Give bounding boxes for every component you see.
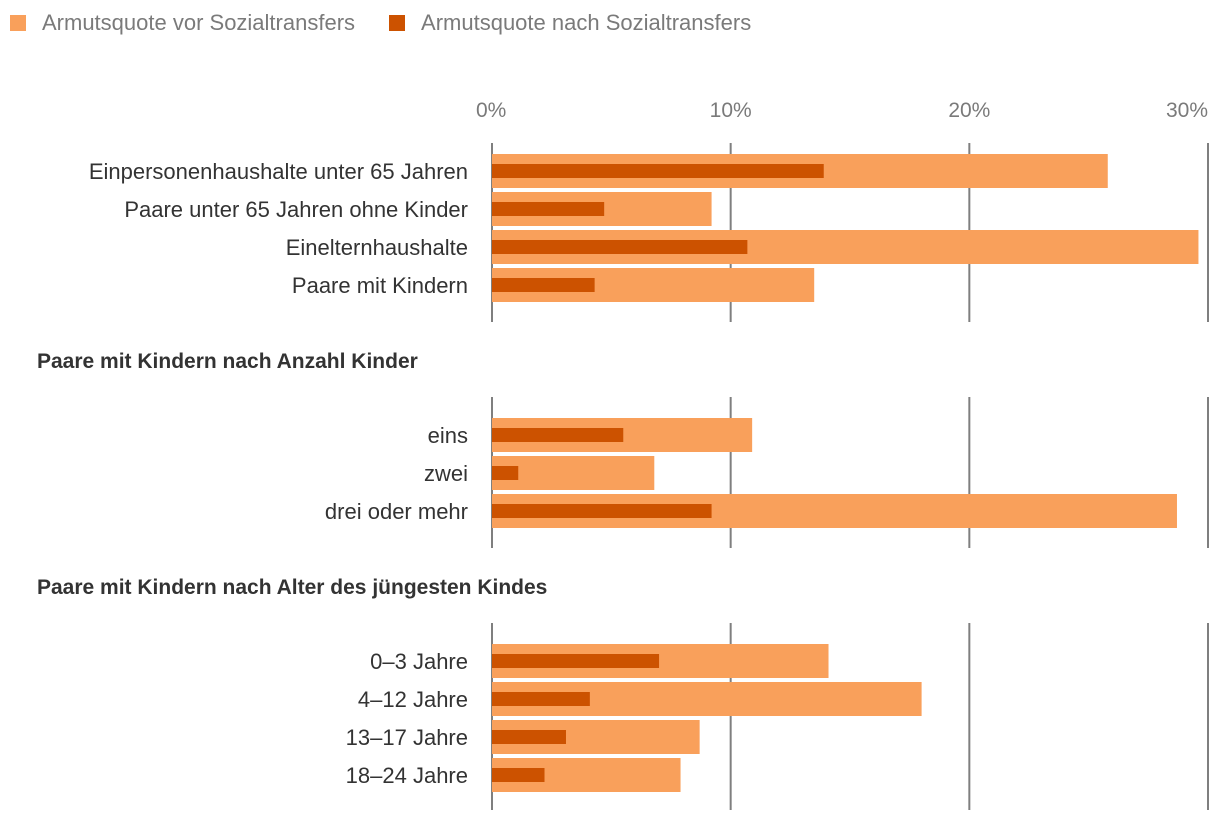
x-tick-label: 30% — [1166, 99, 1208, 122]
bar-after — [492, 278, 595, 292]
category-label: 0–3 Jahre — [370, 649, 468, 674]
x-tick-label: 0% — [476, 99, 506, 122]
section-title: Paare mit Kindern nach Alter des jüngest… — [37, 576, 547, 599]
legend-item-before: Armutsquote vor Sozialtransfers — [10, 10, 355, 36]
legend: Armutsquote vor Sozialtransfers Armutsqu… — [10, 10, 785, 36]
bar-after — [492, 692, 590, 706]
category-label: 13–17 Jahre — [346, 725, 468, 750]
bar-after — [492, 202, 605, 216]
category-label: drei oder mehr — [325, 499, 468, 524]
bar-after — [492, 654, 660, 668]
bar-after — [492, 730, 566, 744]
bar-after — [492, 240, 748, 254]
legend-swatch-before — [10, 15, 26, 31]
bar-after — [492, 504, 712, 518]
legend-swatch-after — [389, 15, 406, 31]
bar-after — [492, 428, 624, 442]
category-label: 18–24 Jahre — [346, 763, 468, 788]
category-label: Paare unter 65 Jahren ohne Kinder — [124, 197, 468, 222]
bar-before — [492, 456, 655, 490]
category-label: Einelternhaushalte — [286, 235, 468, 260]
section-title: Paare mit Kindern nach Anzahl Kinder — [37, 350, 418, 373]
legend-label-before: Armutsquote vor Sozialtransfers — [42, 10, 356, 35]
category-label: zwei — [424, 461, 468, 486]
bar-after — [492, 164, 824, 178]
category-label: Paare mit Kindern — [292, 273, 468, 298]
category-label: eins — [428, 423, 468, 448]
category-label: Einpersonenhaushalte unter 65 Jahren — [89, 159, 468, 184]
bar-after — [492, 768, 545, 782]
x-tick-label: 20% — [948, 99, 990, 122]
legend-item-after: Armutsquote nach Sozialtransfers — [389, 10, 751, 36]
bar-after — [492, 466, 519, 480]
x-tick-label: 10% — [710, 99, 752, 122]
legend-label-after: Armutsquote nach Sozialtransfers — [421, 10, 752, 35]
category-label: 4–12 Jahre — [358, 687, 468, 712]
